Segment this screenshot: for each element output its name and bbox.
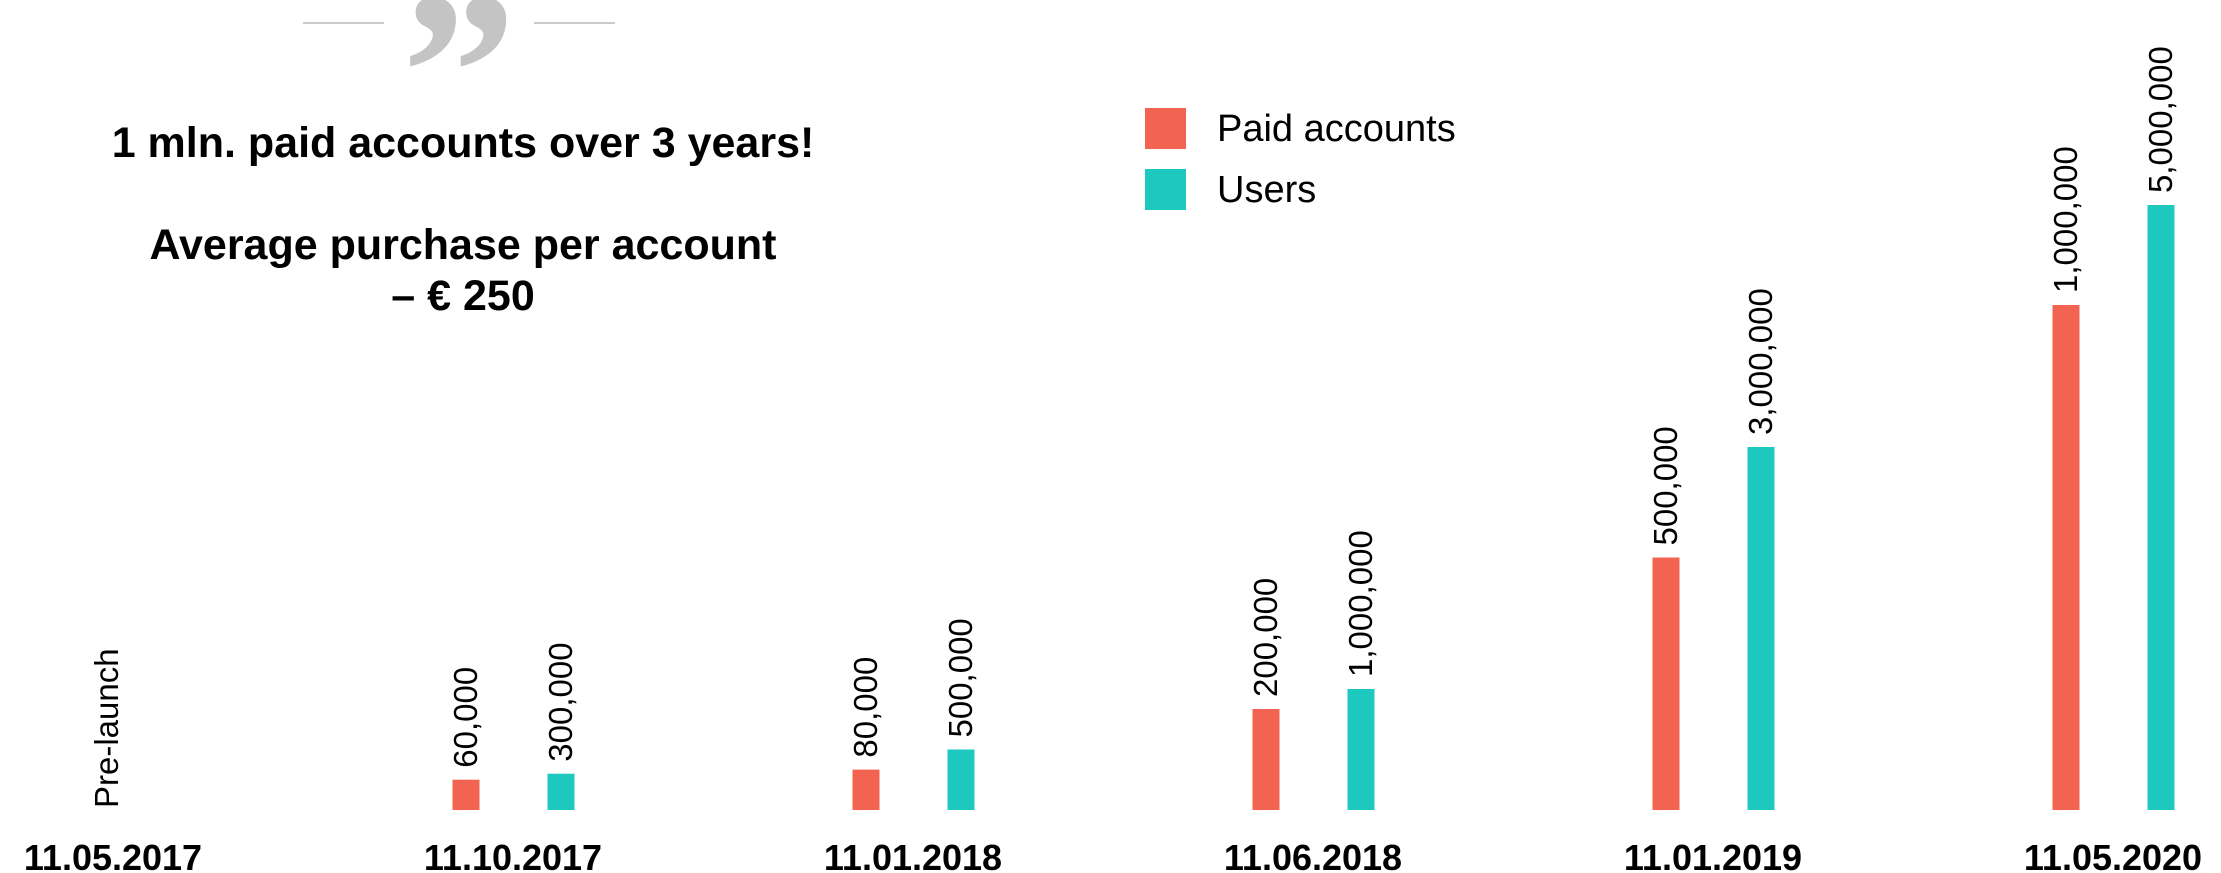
value-label: 3,000,000 [1742, 288, 1779, 435]
bar [2052, 305, 2080, 810]
value-label: 1,000,000 [1342, 530, 1379, 677]
value-label: 500,000 [942, 618, 979, 737]
value-label: 5,000,000 [2142, 46, 2179, 193]
chart-subtitle: Average purchase per account [150, 221, 777, 269]
value-label: 80,000 [847, 657, 884, 758]
bar [1347, 689, 1375, 810]
chart-title: 1 mln. paid accounts over 3 years! [112, 119, 815, 167]
quote-mark: ” [402, 0, 517, 200]
value-label: 1,000,000 [2047, 146, 2084, 293]
x-tick-label: 11.10.2017 [424, 837, 602, 873]
value-label: 500,000 [1647, 426, 1684, 545]
value-label: 60,000 [447, 667, 484, 768]
bar [852, 769, 880, 810]
x-tick-label: 11.01.2019 [1624, 837, 1802, 873]
bar [1252, 709, 1280, 810]
x-tick-label: 11.01.2018 [824, 837, 1002, 873]
annotation: Pre-launch [88, 648, 125, 808]
legend-swatch [1145, 108, 1186, 149]
legend-label: Paid accounts [1217, 108, 1456, 150]
legend-label: Users [1217, 169, 1316, 211]
value-label: 300,000 [542, 642, 579, 761]
bar [1652, 557, 1680, 810]
bar [2147, 205, 2175, 810]
value-label: 200,000 [1247, 578, 1284, 697]
x-tick-label: 11.05.2017 [24, 837, 202, 873]
bar [547, 773, 575, 810]
legend-swatch [1145, 169, 1186, 210]
x-tick-label: 11.05.2020 [2024, 837, 2202, 873]
bar [452, 779, 480, 810]
x-tick-label: 11.06.2018 [1224, 837, 1402, 873]
bar [1747, 447, 1775, 810]
bar [947, 749, 975, 810]
chart-subtitle: – € 250 [391, 272, 534, 320]
